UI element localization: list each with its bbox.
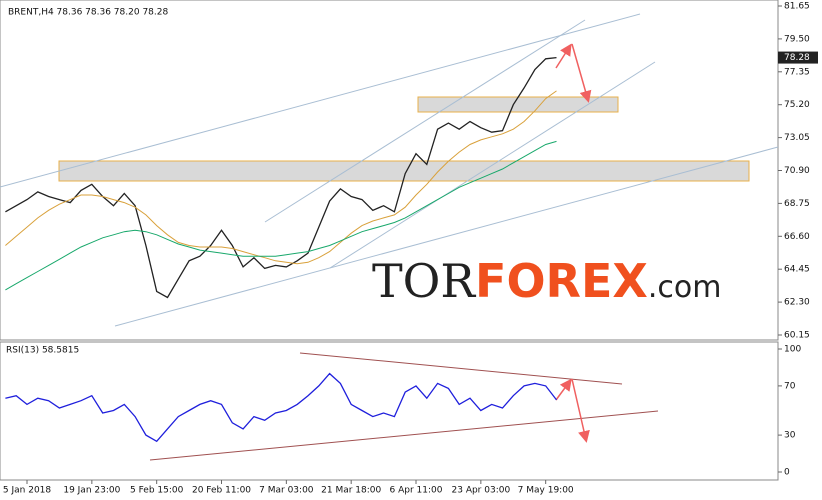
- x-tick-label: 5 Jan 2018: [3, 486, 51, 496]
- x-tick-label: 7 Mar 03:00: [259, 486, 314, 496]
- x-tick-label: 20 Feb 11:00: [192, 486, 251, 496]
- y-tick-label: 68.75: [784, 199, 810, 209]
- watermark-part: TOR: [372, 254, 476, 308]
- rsi-panel: [0, 341, 779, 481]
- y-tick-label: 62.30: [784, 298, 810, 308]
- channels: [0, 13, 779, 461]
- series-line: [5, 90, 557, 265]
- y-tick-label: 60.15: [784, 331, 810, 341]
- trend-line: [149, 410, 659, 461]
- y-tick-label: 79.50: [784, 34, 810, 44]
- y-tick-label: 70: [784, 381, 796, 391]
- trend-line: [299, 352, 623, 385]
- y-tick-label: 30: [784, 431, 796, 441]
- x-tick-label: 23 Apr 03:00: [452, 486, 511, 496]
- watermark-part: FOREX: [475, 254, 648, 308]
- rsi-title: RSI(13) 58.5815: [6, 346, 79, 356]
- y-tick-label: 100: [784, 345, 801, 355]
- price-tag-label: 78.28: [784, 53, 810, 63]
- x-tick-label: 7 May 19:00: [518, 486, 574, 496]
- y-tick-label: 77.35: [784, 67, 810, 77]
- arrow: [555, 378, 572, 401]
- x-tick-label: 21 Mar 18:00: [321, 486, 381, 496]
- trend-line: [114, 146, 779, 327]
- y-tick-label: 0: [784, 468, 790, 478]
- y-tick-label: 70.90: [784, 166, 810, 176]
- arrow: [571, 378, 590, 443]
- arrow: [571, 43, 592, 103]
- arrow: [555, 43, 572, 69]
- series-line: [5, 140, 557, 291]
- y-tick-label: 66.60: [784, 232, 810, 242]
- trend-line: [329, 61, 656, 269]
- watermark-part: .com: [648, 270, 722, 305]
- chart-title: BRENT,H4 78.36 78.36 78.20 78.28: [8, 8, 168, 18]
- zones: [58, 96, 750, 182]
- y-tick-label: 75.20: [784, 100, 810, 110]
- y-tick-label: 64.45: [784, 265, 810, 275]
- price-tag: [778, 51, 818, 64]
- x-tick-label: 19 Jan 23:00: [63, 486, 120, 496]
- series-line: [5, 56, 557, 299]
- trend-line: [264, 19, 586, 223]
- x-tick-label: 6 Apr 11:00: [390, 486, 443, 496]
- arrows: [555, 43, 592, 443]
- x-tick-label: 5 Feb 15:00: [130, 486, 184, 496]
- series-line: [5, 372, 558, 443]
- trend-line: [0, 13, 641, 188]
- watermark: TORFOREX.com: [372, 254, 721, 308]
- y-tick-label: 81.65: [784, 2, 810, 12]
- y-tick-label: 73.05: [784, 133, 810, 143]
